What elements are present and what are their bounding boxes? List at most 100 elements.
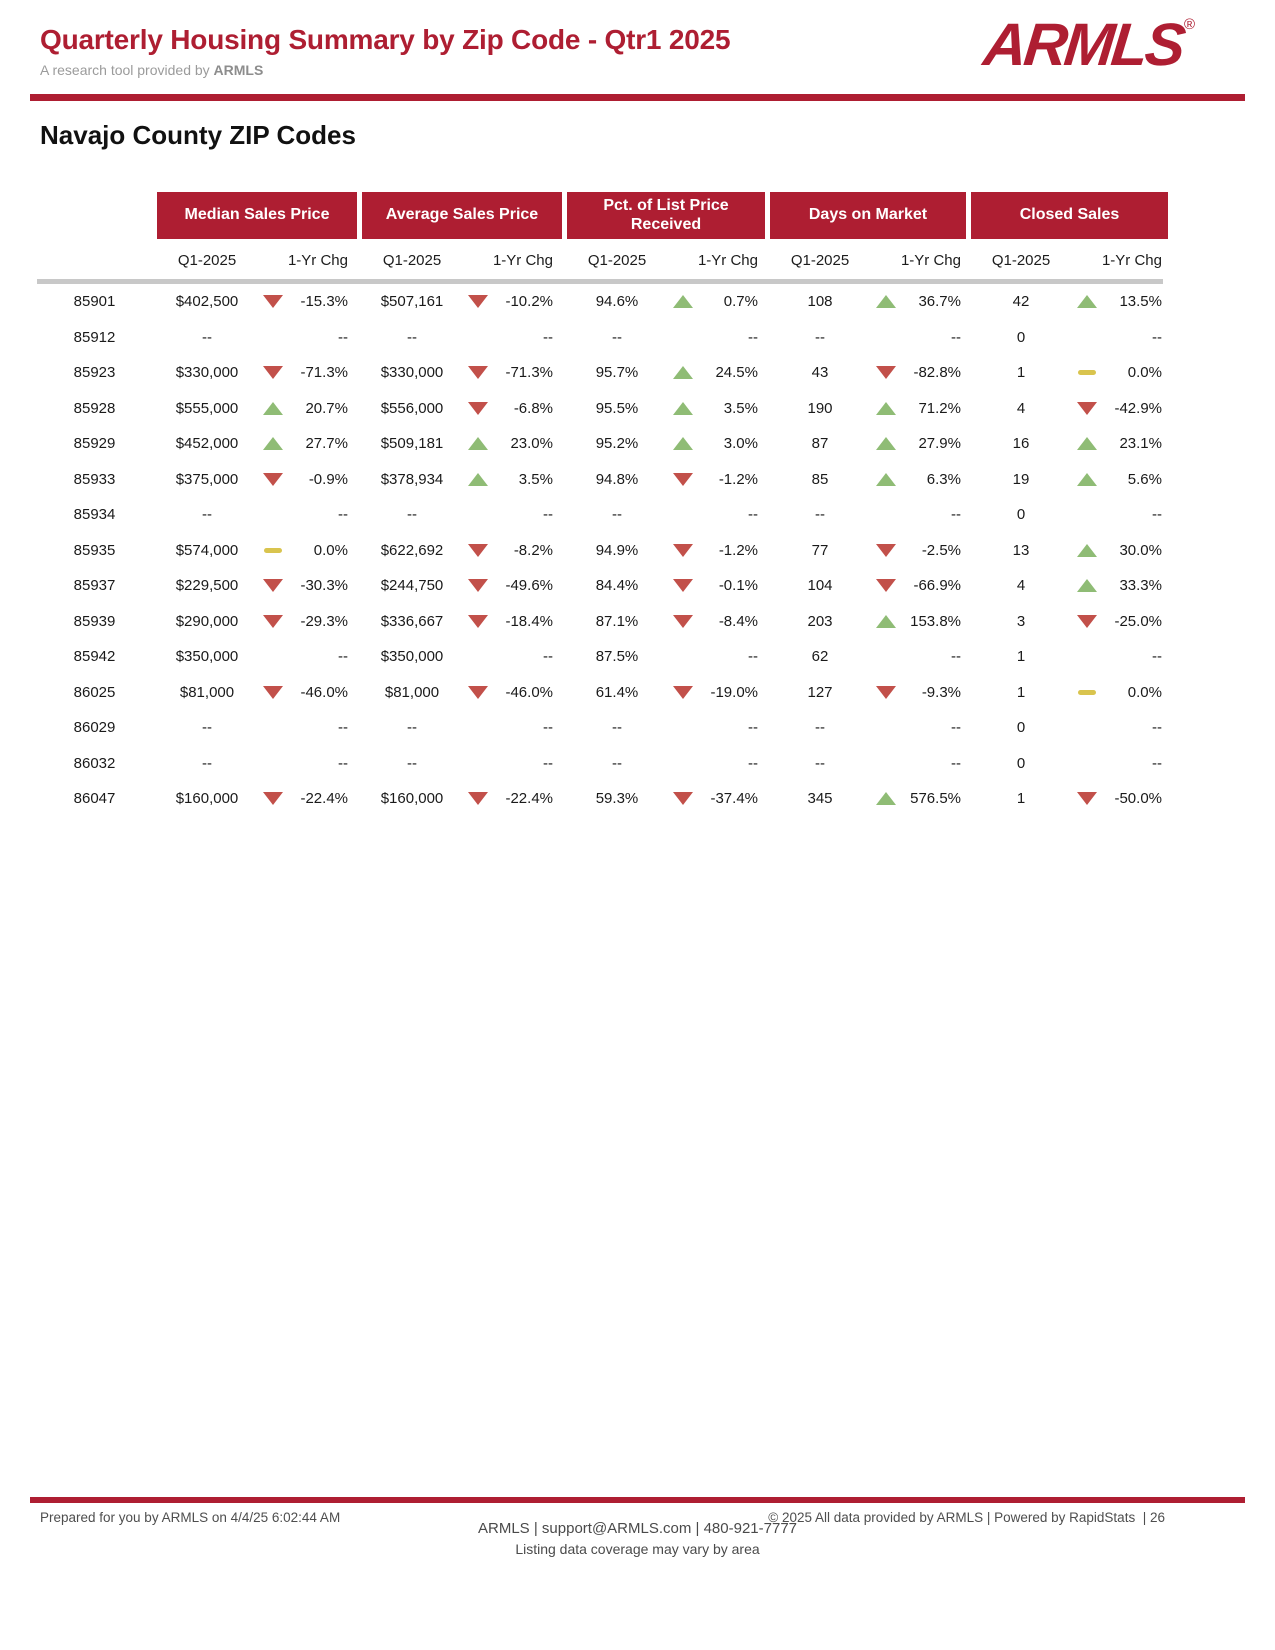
table-row: 86029 -- -- -- -- -- -- -- -- 0 -- xyxy=(37,710,1163,746)
metric-value: $556,000 xyxy=(380,399,444,417)
metric-change: -22.4% xyxy=(505,790,553,808)
trend-up-icon xyxy=(462,472,494,486)
column-header-closed-sales: Closed Sales xyxy=(971,192,1168,239)
metric-change: -49.6% xyxy=(505,577,553,595)
metric-change: -8.2% xyxy=(513,541,553,559)
metric-change: -- xyxy=(543,648,553,666)
metric-group: 3 -25.0% xyxy=(971,613,1168,630)
zip-code-cell: 85901 xyxy=(73,293,116,311)
zip-code-cell: 85912 xyxy=(73,328,116,346)
trend-flat-icon xyxy=(257,547,289,553)
metric-group: 59.3% -37.4% xyxy=(567,790,765,807)
metric-value: 4 xyxy=(1016,399,1026,417)
metric-value: $452,000 xyxy=(175,435,239,453)
page-header: Quarterly Housing Summary by Zip Code - … xyxy=(40,11,1235,78)
metric-group: -- -- xyxy=(362,719,562,736)
metric-value: -- xyxy=(815,719,825,737)
metric-group: $350,000 -- xyxy=(157,648,357,665)
trend-up-icon xyxy=(870,614,902,628)
trend-down-icon xyxy=(257,614,289,628)
metric-change: -- xyxy=(748,648,758,666)
metric-group: 104 -66.9% xyxy=(770,577,966,594)
metric-value: 43 xyxy=(811,364,829,382)
footer-contact: ARMLS | support@ARMLS.com | 480-921-7777 xyxy=(478,1520,797,1537)
metric-change: 13.5% xyxy=(1119,293,1162,311)
metric-change: 576.5% xyxy=(910,790,961,808)
metric-change: 30.0% xyxy=(1119,541,1162,559)
metric-value: 42 xyxy=(1012,293,1030,311)
metric-group: $81,000 -46.0% xyxy=(157,684,357,701)
trend-down-icon xyxy=(667,614,699,628)
metric-value: 1 xyxy=(1016,683,1026,701)
metric-change: -0.9% xyxy=(308,470,348,488)
trend-flat-icon xyxy=(1071,370,1103,376)
metric-value: -- xyxy=(612,328,622,346)
metric-value: 4 xyxy=(1016,577,1026,595)
metric-change: -42.9% xyxy=(1114,399,1162,417)
metric-change: 0.0% xyxy=(1127,683,1162,701)
trend-down-icon xyxy=(462,366,494,380)
metric-group: 1 -- xyxy=(971,648,1168,665)
metric-value: 345 xyxy=(807,790,833,808)
metric-value: $350,000 xyxy=(175,648,239,666)
trend-up-icon xyxy=(1071,437,1103,451)
zip-code-cell: 85939 xyxy=(73,612,116,630)
armls-logo-text: ARMLS xyxy=(980,11,1186,78)
metric-group: $290,000 -29.3% xyxy=(157,613,357,630)
metric-change: -- xyxy=(951,648,961,666)
metric-group: 1 0.0% xyxy=(971,364,1168,381)
metric-group: 95.5% 3.5% xyxy=(567,400,765,417)
zip-code-cell: 86032 xyxy=(73,754,116,772)
metric-change: -- xyxy=(338,506,348,524)
trend-down-icon xyxy=(667,792,699,806)
zip-code-cell: 85923 xyxy=(73,364,116,382)
metric-change: -- xyxy=(543,754,553,772)
metric-change: -- xyxy=(1152,754,1162,772)
table-header-row: Median Sales Price Average Sales Price P… xyxy=(37,192,1168,239)
metric-change: -25.0% xyxy=(1114,612,1162,630)
table-row: 86025 $81,000 -46.0% $81,000 -46.0% 61.4% -19.… xyxy=(37,675,1163,711)
registered-trademark-icon: ® xyxy=(1183,16,1195,33)
metric-group: 94.9% -1.2% xyxy=(567,542,765,559)
subheader-period: Q1-2025 xyxy=(382,251,442,269)
subheader-change: 1-Yr Chg xyxy=(697,251,758,269)
metric-group: -- -- xyxy=(362,506,562,523)
metric-value: 95.5% xyxy=(595,399,639,417)
metric-group: -- -- xyxy=(157,755,357,772)
table-row: 86047 $160,000 -22.4% $160,000 -22.4% 59.3% -3… xyxy=(37,781,1163,817)
metric-change: -- xyxy=(543,328,553,346)
trend-down-icon xyxy=(667,472,699,486)
metric-group: 4 33.3% xyxy=(971,577,1168,594)
metric-group: 43 -82.8% xyxy=(770,364,966,381)
metric-group: $81,000 -46.0% xyxy=(362,684,562,701)
metric-value: -- xyxy=(612,719,622,737)
metric-change: 0.7% xyxy=(723,293,758,311)
footer-prepared-text: Prepared for you by ARMLS on 4/4/25 6:02… xyxy=(40,1510,341,1525)
metric-group: -- -- xyxy=(362,329,562,346)
metric-group: 94.8% -1.2% xyxy=(567,471,765,488)
table-row: 85929 $452,000 27.7% $509,181 23.0% 95.2% 3.0%… xyxy=(37,426,1163,462)
metric-change: 20.7% xyxy=(305,399,348,417)
metric-group: 0 -- xyxy=(971,329,1168,346)
footer-meta-row: Prepared for you by ARMLS on 4/4/25 6:02… xyxy=(40,1510,1165,1525)
table-body: 85901 $402,500 -15.3% $507,161 -10.2% 94.6% 0.… xyxy=(37,284,1163,817)
zip-summary-table: Median Sales Price Average Sales Price P… xyxy=(37,192,1168,817)
metric-group: $555,000 20.7% xyxy=(157,400,357,417)
metric-change: 5.6% xyxy=(1127,470,1162,488)
zip-code-cell: 86047 xyxy=(73,790,116,808)
metric-group: -- -- xyxy=(567,329,765,346)
metric-value: -- xyxy=(612,754,622,772)
trend-down-icon xyxy=(870,685,902,699)
metric-change: -- xyxy=(338,754,348,772)
metric-value: 95.7% xyxy=(595,364,639,382)
trend-up-icon xyxy=(667,295,699,309)
trend-down-icon xyxy=(462,614,494,628)
metric-group: $160,000 -22.4% xyxy=(157,790,357,807)
metric-group: 13 30.0% xyxy=(971,542,1168,559)
metric-value: $160,000 xyxy=(380,790,444,808)
metric-group: 1 0.0% xyxy=(971,684,1168,701)
metric-change: -9.3% xyxy=(921,683,961,701)
metric-value: $81,000 xyxy=(179,683,235,701)
metric-group: -- -- xyxy=(770,719,966,736)
metric-change: -22.4% xyxy=(300,790,348,808)
